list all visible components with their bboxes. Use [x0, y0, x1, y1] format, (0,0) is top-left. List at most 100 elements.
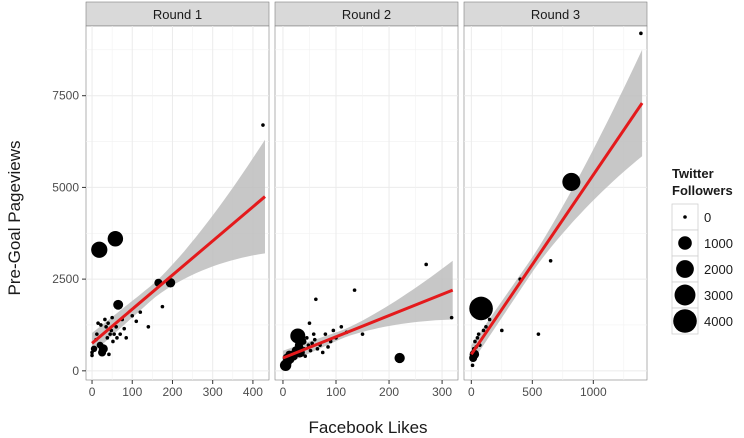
data-point — [299, 338, 307, 345]
data-point — [112, 332, 116, 336]
data-point — [639, 31, 643, 36]
panel-title: Round 1 — [153, 7, 202, 22]
data-point — [95, 332, 99, 336]
data-point — [360, 332, 365, 336]
data-point — [104, 325, 108, 329]
x-tick-label: 500 — [522, 385, 542, 399]
y-tick-label: 2500 — [52, 272, 79, 286]
x-tick-label: 100 — [122, 385, 142, 399]
legend-title-line-2: Followers — [672, 183, 733, 198]
data-point — [312, 337, 317, 342]
data-point — [106, 321, 110, 325]
data-point — [134, 319, 139, 324]
data-point — [326, 345, 330, 349]
data-point — [476, 332, 481, 336]
data-point — [303, 354, 308, 358]
y-tick-label: 7500 — [52, 89, 79, 103]
data-point — [481, 328, 486, 333]
x-tick-label: 300 — [432, 385, 452, 399]
data-point — [323, 332, 328, 336]
data-point — [122, 326, 127, 331]
legend-key-point — [674, 284, 696, 306]
data-point — [484, 325, 488, 329]
y-tick-label: 0 — [72, 364, 79, 378]
legend-key-point — [673, 309, 697, 333]
fit-line — [91, 195, 266, 345]
data-point — [108, 332, 112, 336]
data-point — [339, 325, 344, 329]
data-point — [536, 332, 541, 336]
legend-key-box — [671, 229, 699, 257]
legend-label: 0 — [704, 210, 711, 225]
y-tick-label: 5000 — [52, 180, 79, 194]
data-point — [90, 353, 94, 358]
data-point — [114, 325, 118, 329]
data-point — [449, 315, 454, 320]
data-point — [315, 347, 320, 351]
fit-line — [470, 102, 644, 356]
panel-title: Round 3 — [531, 7, 580, 22]
data-point — [331, 328, 336, 333]
x-tick-label: 200 — [162, 385, 182, 399]
fit-line — [282, 288, 454, 360]
data-point — [111, 339, 115, 344]
data-point — [105, 336, 110, 340]
data-point — [307, 321, 312, 325]
x-tick-label: 1000 — [580, 385, 607, 399]
panel-1: Round 1 0 100 200 300 400 — [85, 1, 270, 399]
data-point — [314, 297, 318, 302]
legend-key-point — [678, 236, 692, 250]
data-point — [107, 231, 124, 247]
panel-strip — [274, 1, 459, 27]
data-point — [500, 328, 504, 333]
data-point — [90, 345, 98, 353]
data-point — [160, 304, 165, 309]
panel-strip — [85, 1, 270, 27]
confidence-band — [471, 49, 643, 364]
data-point — [352, 288, 357, 292]
data-point — [138, 310, 143, 314]
data-point — [299, 345, 304, 349]
data-point — [308, 348, 313, 353]
x-tick-label: 0 — [280, 385, 287, 399]
x-tick-label: 400 — [243, 385, 263, 399]
x-axis-title: Facebook Likes — [308, 418, 427, 437]
data-point — [320, 350, 325, 355]
x-tick-label: 0 — [89, 385, 96, 399]
data-point — [115, 336, 119, 340]
data-point — [261, 123, 265, 127]
panel-title: Round 2 — [342, 7, 391, 22]
data-point — [394, 352, 405, 364]
confidence-band — [283, 260, 453, 366]
legend-label: 3000 — [704, 288, 733, 303]
data-point — [103, 317, 107, 322]
legend-title-line-1: Twitter — [672, 166, 714, 181]
x-tick-label: 0 — [468, 385, 475, 399]
data-point — [487, 317, 492, 322]
data-point — [548, 258, 553, 263]
panel-3: Round 3 0 500 1000 — [463, 1, 648, 399]
data-point — [424, 262, 428, 267]
panel-strip — [463, 1, 648, 27]
data-point — [305, 336, 309, 340]
legend-label: 4000 — [704, 314, 733, 329]
data-point — [107, 352, 111, 357]
x-tick-label: 200 — [379, 385, 399, 399]
data-point — [124, 336, 129, 340]
data-point — [113, 299, 124, 310]
data-point — [470, 363, 475, 368]
legend-label: 1000 — [704, 236, 733, 251]
data-point — [110, 315, 114, 320]
y-axis: 0 2500 5000 7500 — [52, 89, 86, 378]
data-point — [96, 321, 100, 325]
y-axis-title: Pre-Goal Pageviews — [5, 141, 24, 296]
legend-key-point — [683, 215, 687, 219]
legend-key-point — [676, 260, 694, 278]
x-tick-label: 100 — [326, 385, 346, 399]
legend-label: 2000 — [704, 262, 733, 277]
data-point — [99, 323, 103, 327]
size-legend: Twitter Followers 0 1000 2000 3000 4000 — [671, 166, 733, 335]
data-point — [562, 172, 581, 191]
data-point — [91, 241, 108, 258]
